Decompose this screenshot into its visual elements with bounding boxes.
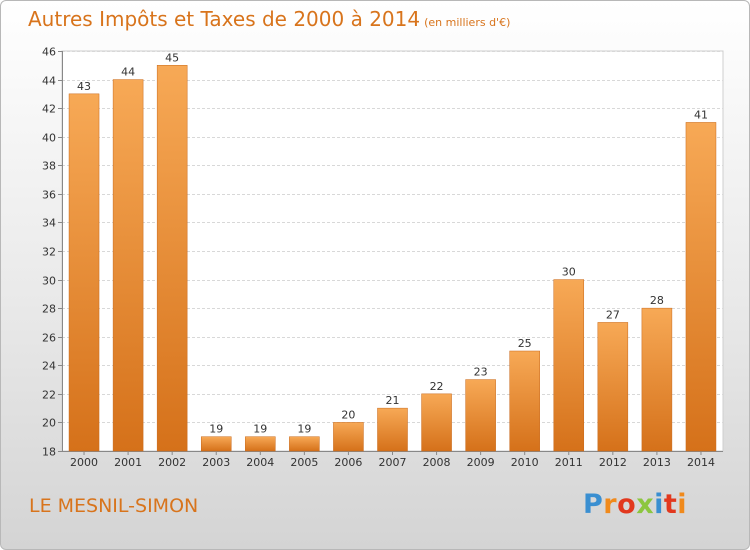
x-tick-label-2005: 2005: [290, 456, 318, 469]
data-label-2004: 19: [253, 423, 267, 436]
data-label-2014: 41: [694, 108, 708, 121]
x-tick-label-2007: 2007: [379, 456, 407, 469]
x-tick-label-2014: 2014: [687, 456, 715, 469]
data-label-2005: 19: [297, 423, 311, 436]
y-tick-label: 32: [42, 246, 56, 259]
x-tick-label-2002: 2002: [158, 456, 186, 469]
x-tick-label-2011: 2011: [555, 456, 583, 469]
bar-2013[interactable]: [641, 307, 673, 452]
y-tick-label: 42: [42, 103, 56, 116]
data-label-2007: 21: [386, 394, 400, 407]
proxiti-logo[interactable]: Proxiti: [583, 489, 687, 520]
bar-2001[interactable]: [112, 79, 144, 452]
data-label-2013: 28: [650, 294, 664, 307]
bar-2008[interactable]: [421, 393, 452, 452]
bar-2007[interactable]: [377, 407, 408, 452]
y-tick-label: 46: [42, 46, 56, 59]
y-tick-label: 18: [42, 446, 56, 459]
bar-2011[interactable]: [553, 279, 585, 452]
commune-name: LE MESNIL-SIMON: [29, 495, 199, 517]
y-tick-label: 22: [42, 389, 56, 402]
bar-2014[interactable]: [685, 122, 717, 452]
data-label-2001: 44: [121, 66, 135, 79]
chart-subtitle: (en milliers d'€): [424, 16, 511, 29]
y-tick-label: 28: [42, 303, 56, 316]
x-tick-label-2012: 2012: [599, 456, 627, 469]
y-tick-label: 34: [42, 217, 56, 230]
data-label-2011: 30: [562, 266, 576, 279]
bar-2006[interactable]: [333, 422, 364, 452]
data-label-2000: 43: [77, 80, 91, 93]
logo-letter: P: [583, 489, 604, 520]
bar-2012[interactable]: [597, 322, 629, 452]
bar-2010[interactable]: [509, 350, 540, 452]
bar-2002[interactable]: [156, 65, 188, 452]
y-tick-label: 40: [42, 132, 56, 145]
data-label-2012: 27: [606, 308, 620, 321]
bar-2003[interactable]: [200, 436, 232, 452]
logo-letter: o: [617, 489, 637, 520]
data-label-2009: 23: [474, 366, 488, 379]
data-label-2002: 45: [165, 51, 179, 64]
chart-title-text: Autres Impôts et Taxes de 2000 à 2014: [28, 7, 421, 31]
logo-letter: i: [677, 489, 688, 520]
data-label-2010: 25: [518, 337, 532, 350]
data-label-2003: 19: [209, 423, 223, 436]
y-tick-label: 20: [42, 417, 56, 430]
x-tick-label-2008: 2008: [423, 456, 451, 469]
y-tick-label: 38: [42, 160, 56, 173]
logo-letter: t: [663, 489, 678, 520]
y-tick-label: 36: [42, 189, 56, 202]
bar-2000[interactable]: [68, 93, 100, 452]
x-tick-label-2006: 2006: [334, 456, 362, 469]
x-tick-label-2001: 2001: [114, 456, 142, 469]
bar-2004[interactable]: [245, 436, 276, 452]
bar-2009[interactable]: [465, 379, 496, 452]
bar-2005[interactable]: [289, 436, 320, 452]
logo-letter: i: [654, 489, 664, 520]
logo-letter: x: [636, 489, 655, 520]
data-label-2008: 22: [430, 380, 444, 393]
chart-title: Autres Impôts et Taxes de 2000 à 2014 (en…: [28, 7, 510, 31]
x-tick-label-2000: 2000: [70, 456, 98, 469]
x-tick-label-2009: 2009: [467, 456, 495, 469]
x-tick-label-2004: 2004: [246, 456, 274, 469]
y-tick-label: 44: [42, 75, 56, 88]
logo-letter: r: [603, 489, 618, 520]
data-label-2006: 20: [341, 408, 355, 421]
y-tick-label: 24: [42, 360, 56, 373]
x-tick-label-2010: 2010: [511, 456, 539, 469]
x-tick-label-2013: 2013: [643, 456, 671, 469]
y-tick-label: 30: [42, 275, 56, 288]
x-tick-label-2003: 2003: [202, 456, 230, 469]
y-tick-label: 26: [42, 332, 56, 345]
